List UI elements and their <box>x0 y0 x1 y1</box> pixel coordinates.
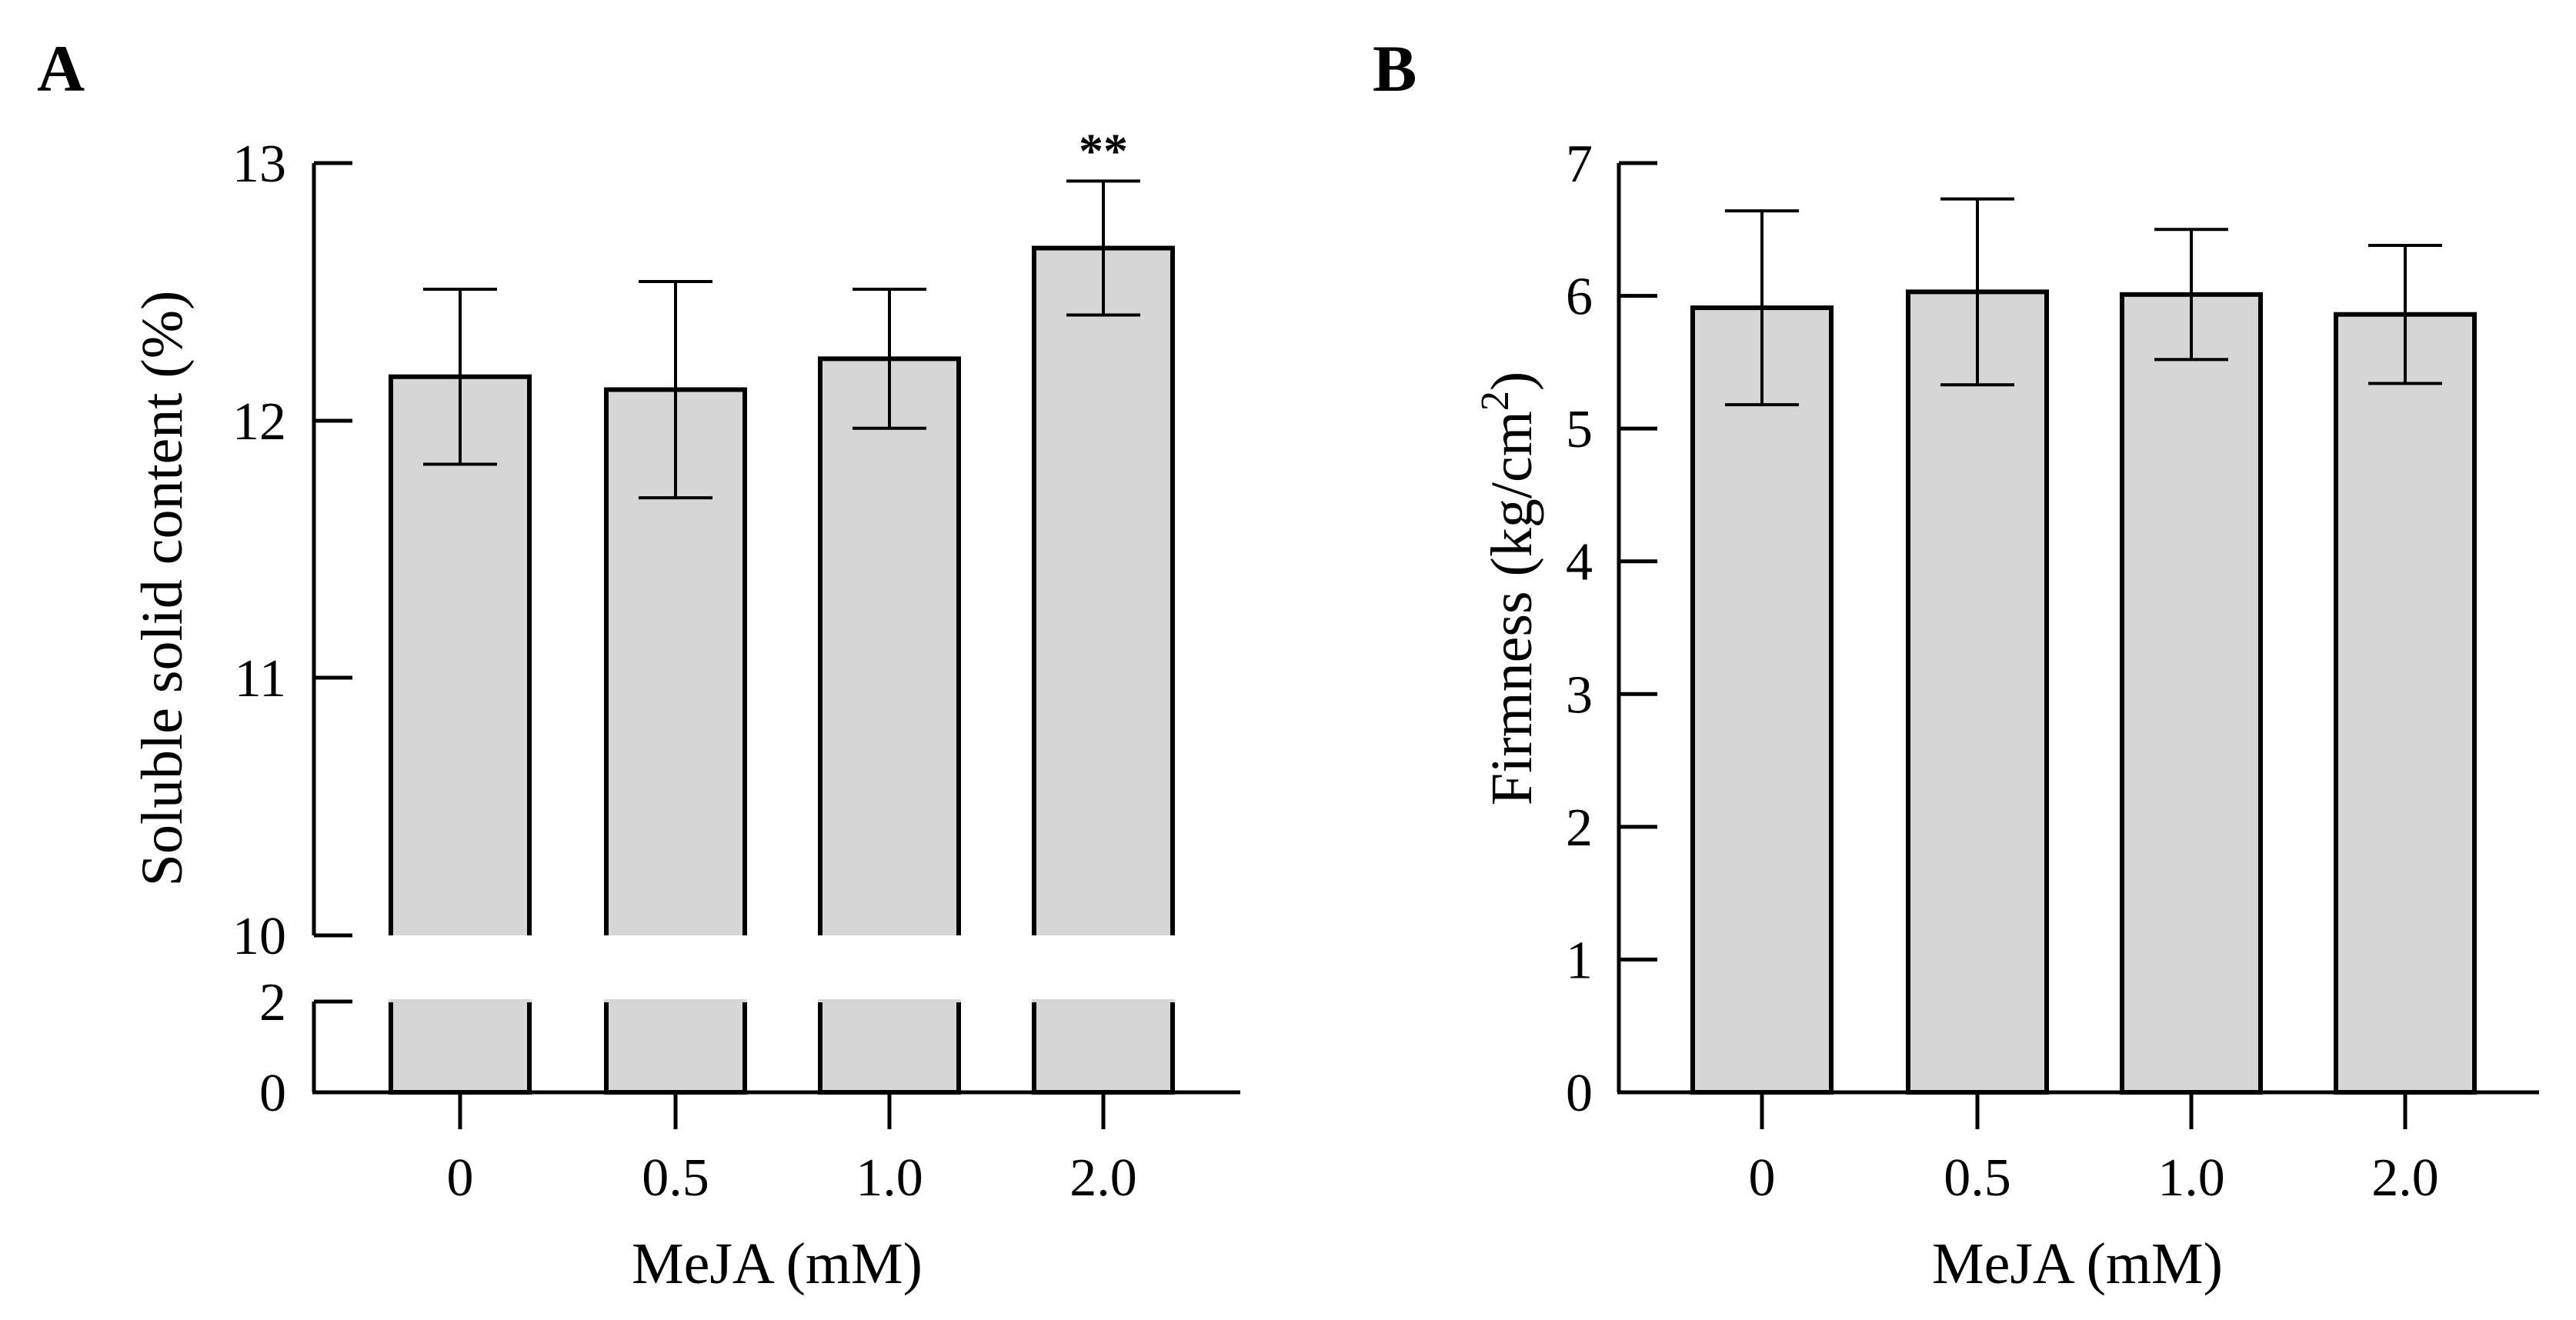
panel-b-ytick-label: 6 <box>1566 268 1593 327</box>
panel-b-ytick-2: 2 <box>1566 798 1657 858</box>
panel-b-ytick-label: 3 <box>1566 665 1593 725</box>
panel-a-ytick-label: 2 <box>259 973 286 1032</box>
panel-a-xtick-1: 0.5 <box>642 1092 709 1208</box>
panel-a-error-bar-0 <box>423 287 497 466</box>
panel-b-error-bar-2 <box>2154 228 2228 362</box>
panel-a-ytick-12: 12 <box>232 392 352 452</box>
panel-b-bar-3 <box>2334 243 2477 1095</box>
panel-a-ytick-label: 10 <box>232 907 286 966</box>
panel-a-xtick-label: 2.0 <box>1069 1148 1137 1208</box>
panel-a-significance-label: ** <box>1079 123 1128 178</box>
panel-a-x-axis-title: MeJA (mM) <box>632 1232 923 1296</box>
panel-b-xtick-0: 0 <box>1749 1092 1776 1208</box>
panel-b-ytick-label: 5 <box>1566 400 1593 459</box>
panel-a-xtick-label: 1.0 <box>856 1148 923 1208</box>
panel-b-label: B <box>1373 32 1416 105</box>
panel-a-y-axis-title: Soluble solid content (%) <box>130 291 195 887</box>
panel-a-error-bar-1 <box>639 279 712 500</box>
panel-b-ytick-4: 4 <box>1566 533 1657 592</box>
panel-a-bar-1 <box>604 279 747 1095</box>
panel-b-y-axis-title-main: Firmness (kg/cm <box>1480 411 1544 805</box>
panel-b-ytick-label: 1 <box>1566 931 1593 990</box>
panel-b-y-axis-title-superscript: 2 <box>1473 391 1517 411</box>
panel-b-bars <box>1690 197 2477 1095</box>
panel-b-ytick-3: 3 <box>1566 665 1657 725</box>
panel-b-bar-rect <box>2334 312 2477 1095</box>
panel-a-bar-lower <box>818 1002 961 1095</box>
panel-b-xtick-label: 0.5 <box>1944 1148 2011 1208</box>
panel-a: A 13 12 11 10 2 0 ** 0 0.5 1.0 2.0 <box>37 32 1240 1296</box>
panel-b-y-axis-title: Firmness (kg/cm2) <box>1473 372 1544 805</box>
panel-a-label: A <box>37 32 85 105</box>
panel-b-xtick-2: 1.0 <box>2157 1092 2225 1208</box>
panel-b-ytick-label: 0 <box>1566 1064 1593 1123</box>
panel-a-bar-lower <box>1032 1002 1175 1095</box>
panel-a-ytick-11: 11 <box>235 649 352 708</box>
panel-a-xtick-label: 0 <box>447 1148 474 1208</box>
panel-a-error-bar-3 <box>1066 179 1140 317</box>
panel-a-xtick-2: 1.0 <box>856 1092 923 1208</box>
panel-a-x-ticks: 0 0.5 1.0 2.0 <box>447 1092 1137 1208</box>
panel-a-ytick-0: 0 <box>259 1064 286 1123</box>
panel-b-xtick-3: 2.0 <box>2371 1092 2439 1208</box>
panel-a-ytick-13: 13 <box>232 135 352 194</box>
panel-b-ytick-label: 2 <box>1566 798 1593 858</box>
panel-b-bar-rect <box>1690 305 1834 1095</box>
panel-b-x-axis-title: MeJA (mM) <box>1932 1232 2223 1296</box>
panel-b-x-ticks: 0 0.5 1.0 2.0 <box>1749 1092 2439 1208</box>
panel-b-ytick-5: 5 <box>1566 400 1657 459</box>
panel-a-xtick-label: 0.5 <box>642 1148 709 1208</box>
panel-b-ytick-6: 6 <box>1566 268 1657 327</box>
panel-b-bar-0 <box>1690 209 1834 1095</box>
panel-b-error-bar-1 <box>1940 197 2014 387</box>
panel-a-ytick-label: 13 <box>232 135 286 194</box>
panel-b-bar-rect <box>1906 289 2049 1095</box>
panel-a-bar-upper <box>818 356 961 935</box>
panel-b-y-ticks: 0 1 2 3 4 5 6 7 <box>1566 135 1657 1123</box>
panel-a-ytick-label: 12 <box>232 392 286 452</box>
panel-b-ytick-0: 0 <box>1566 1064 1657 1123</box>
panel-a-bar-lower <box>389 1002 532 1095</box>
panel-a-ytick-label: 11 <box>235 649 286 708</box>
panel-b-ytick-label: 4 <box>1566 533 1593 592</box>
panel-a-ytick-2: 2 <box>259 973 286 1032</box>
panel-b-bar-1 <box>1906 197 2049 1095</box>
panel-b-error-bar-3 <box>2368 243 2442 385</box>
panel-a-bars: ** <box>389 123 1175 1095</box>
panel-b-y-axis-title-close: ) <box>1480 372 1544 391</box>
panel-b-xtick-label: 0 <box>1749 1148 1776 1208</box>
panel-b-bar-2 <box>2120 228 2263 1095</box>
panel-b-error-bar-0 <box>1725 209 1799 407</box>
panel-a-bar-0 <box>389 287 532 1095</box>
panel-b-xtick-1: 0.5 <box>1944 1092 2011 1208</box>
panel-b: B 0 1 2 3 4 5 6 7 0 0.5 1.0 2.0 MeJA (mM) Firmness… <box>1373 32 2539 1296</box>
panel-a-bar-3: ** <box>1032 123 1175 1095</box>
panel-b-xtick-label: 2.0 <box>2371 1148 2439 1208</box>
panel-b-xtick-label: 1.0 <box>2157 1148 2225 1208</box>
panel-b-ytick-label: 7 <box>1566 135 1593 194</box>
panel-b-ytick-1: 1 <box>1566 931 1657 990</box>
panel-b-ytick-7: 7 <box>1566 135 1657 194</box>
panel-a-bar-upper <box>1032 245 1175 935</box>
panel-a-bar-lower <box>604 1002 747 1095</box>
panel-a-ytick-10: 10 <box>232 907 286 966</box>
panel-b-bar-rect <box>2120 292 2263 1095</box>
panel-a-ytick-label: 0 <box>259 1064 286 1123</box>
panel-a-bar-2 <box>818 287 961 1095</box>
panel-a-xtick-3: 2.0 <box>1069 1092 1137 1208</box>
panel-a-error-bar-2 <box>853 287 926 430</box>
panel-a-xtick-0: 0 <box>447 1092 474 1208</box>
